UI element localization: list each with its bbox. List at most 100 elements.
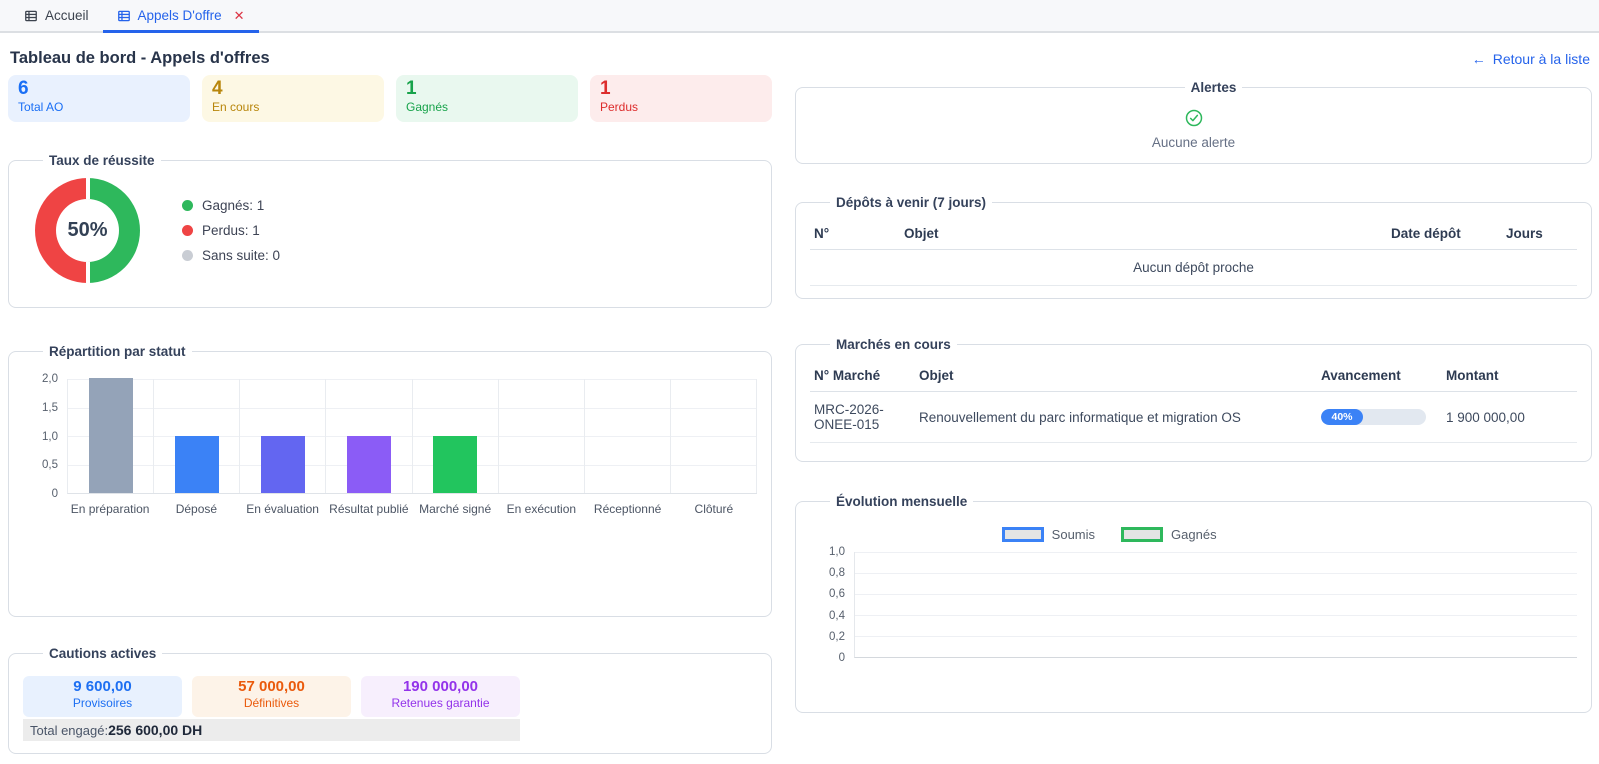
evolution-legend-item[interactable]: Soumis — [1001, 527, 1096, 542]
bar-column — [326, 379, 413, 493]
caution-retenues: 190 000,00 Retenues garantie — [361, 676, 520, 717]
col-header: Date dépôt — [1387, 218, 1502, 250]
y-tick-label: 0 — [838, 652, 845, 664]
tab-label: Appels D'offre — [137, 8, 222, 23]
empty-row: Aucun dépôt proche — [810, 249, 1577, 286]
legend-dot-icon — [182, 225, 193, 236]
legend-label: Perdus: 1 — [202, 223, 260, 238]
y-tick-label: 0 — [51, 488, 58, 500]
stat-cards-row: 6 Total AO 4 En cours 1 Gagnés 1 Perdus — [8, 75, 772, 122]
y-tick-label: 1,0 — [42, 430, 58, 443]
donut-legend-item[interactable]: Perdus: 1 — [182, 223, 280, 238]
status-chart-panel: Répartition par statut 2,0 1,5 1,0 0,5 0 En … — [8, 344, 772, 617]
cautions-total: Total engagé:256 600,00 DH — [23, 719, 520, 741]
x-tick-label: Résultat publié — [329, 502, 409, 516]
panel-title: Dépôts à venir (7 jours) — [836, 195, 987, 210]
page-header: Tableau de bord - Appels d'offres ← Reto… — [8, 45, 1592, 70]
gridline — [855, 594, 1577, 595]
y-tick-label: 2,0 — [42, 373, 58, 385]
evolution-panel: Évolution mensuelle Soumis Gagnés 1,0 0,8 0… — [795, 494, 1592, 713]
caution-label: Définitives — [243, 696, 300, 710]
legend-swatch-icon — [1121, 527, 1164, 542]
status-bar-chart: 2,0 1,5 1,0 0,5 0 — [23, 373, 757, 500]
bar — [88, 378, 133, 493]
market-montant: 1 900 000,00 — [1442, 391, 1577, 443]
caution-definitives: 57 000,00 Définitives — [192, 676, 351, 717]
market-progress-cell: 40% — [1317, 391, 1442, 443]
total-value: 256 600,00 DH — [108, 722, 203, 738]
cautions-panel: Cautions actives 9 600,00 Provisoires 57… — [8, 646, 772, 754]
market-row: MRC-2026-ONEE-015 Renouvellement du parc … — [810, 391, 1577, 443]
col-header: Montant — [1442, 360, 1577, 392]
markets-panel: Marchés en cours N° Marché Objet Avancem… — [795, 337, 1592, 462]
y-tick-label: 1,0 — [829, 546, 845, 558]
gridline — [855, 573, 1577, 574]
market-number: MRC-2026-ONEE-015 — [810, 391, 915, 443]
legend-label: Soumis — [1051, 527, 1096, 542]
caution-label: Provisoires — [72, 696, 133, 710]
success-rate-panel: Taux de réussite 50% Gagnés: 1 Perdus: 1 S… — [8, 153, 772, 308]
gridline — [855, 615, 1577, 616]
x-tick-label: Déposé — [175, 502, 218, 516]
plot-area — [854, 552, 1577, 658]
tab-accueil[interactable]: Accueil — [10, 0, 103, 31]
back-link-label: Retour à la liste — [1492, 50, 1590, 67]
panel-title: Répartition par statut — [49, 344, 186, 359]
tab-label: Accueil — [45, 8, 89, 23]
stat-card-en-cours: 4 En cours — [202, 75, 384, 122]
stat-label: Total AO — [18, 99, 64, 114]
panel-title: Alertes — [1190, 80, 1237, 95]
stat-card-total-ao: 6 Total AO — [8, 75, 190, 122]
y-axis: 2,0 1,5 1,0 0,5 0 — [23, 373, 67, 500]
col-header: Objet — [900, 218, 1387, 250]
bar-column — [585, 379, 671, 493]
gridline — [855, 552, 1577, 553]
total-label: Total engagé: — [30, 723, 109, 738]
progress-fill: 40% — [1321, 409, 1363, 425]
market-objet: Renouvellement du parc informatique et m… — [915, 391, 1317, 443]
deposits-panel: Dépôts à venir (7 jours) N° Objet Date d… — [795, 195, 1592, 299]
legend-label: Gagnés — [1171, 527, 1217, 542]
bar-column — [68, 378, 155, 493]
x-tick-label: Réceptionné — [593, 502, 662, 516]
legend-dot-icon — [182, 250, 193, 261]
close-icon[interactable]: ✕ — [233, 7, 245, 23]
table-icon — [117, 10, 130, 21]
alerts-panel: Alertes Aucune alerte — [795, 80, 1592, 164]
tab-appels-doffre[interactable]: Appels D'offre ✕ — [102, 0, 259, 33]
panel-title: Évolution mensuelle — [836, 494, 968, 509]
x-tick-label: En évaluation — [246, 502, 319, 516]
donut-legend-item[interactable]: Gagnés: 1 — [182, 198, 280, 213]
donut-legend-item[interactable]: Sans suite: 0 — [182, 248, 280, 263]
y-tick-label: 0,2 — [829, 630, 845, 643]
stat-value: 1 — [600, 78, 611, 99]
col-header: N° Marché — [810, 360, 915, 392]
evolution-legend: Soumis Gagnés — [917, 527, 1301, 542]
bar — [260, 435, 305, 493]
stat-label: Perdus — [600, 99, 639, 114]
bar-column — [413, 379, 499, 493]
caution-value: 57 000,00 — [238, 678, 305, 695]
alerts-empty-text: Aucune alerte — [1151, 135, 1236, 150]
caution-value: 9 600,00 — [73, 678, 132, 695]
x-axis-labels: En préparation Déposé En évaluation Résulta… — [67, 502, 757, 516]
col-header: Jours — [1502, 218, 1577, 250]
evolution-legend-item[interactable]: Gagnés — [1121, 527, 1217, 542]
donut-chart: 50% — [35, 178, 140, 283]
panel-title: Cautions actives — [49, 646, 157, 661]
bar-column — [240, 379, 327, 493]
stat-value: 6 — [18, 78, 29, 99]
page-title: Tableau de bord - Appels d'offres — [10, 49, 270, 67]
stat-value: 4 — [212, 78, 223, 99]
x-tick-label: Marché signé — [419, 502, 492, 516]
y-tick-label: 0,8 — [829, 567, 845, 580]
back-to-list-link[interactable]: ← Retour à la liste — [1472, 51, 1590, 67]
check-circle-icon — [1185, 109, 1202, 127]
bar — [174, 435, 219, 493]
progress-bar: 40% — [1321, 409, 1426, 425]
bar-column — [671, 379, 757, 493]
legend-swatch-icon — [1001, 527, 1044, 542]
plot-area — [67, 378, 757, 494]
deposits-table: N° Objet Date dépôt Jours Aucun dépôt pr… — [810, 218, 1577, 286]
x-tick-label: Clôturé — [694, 502, 734, 516]
